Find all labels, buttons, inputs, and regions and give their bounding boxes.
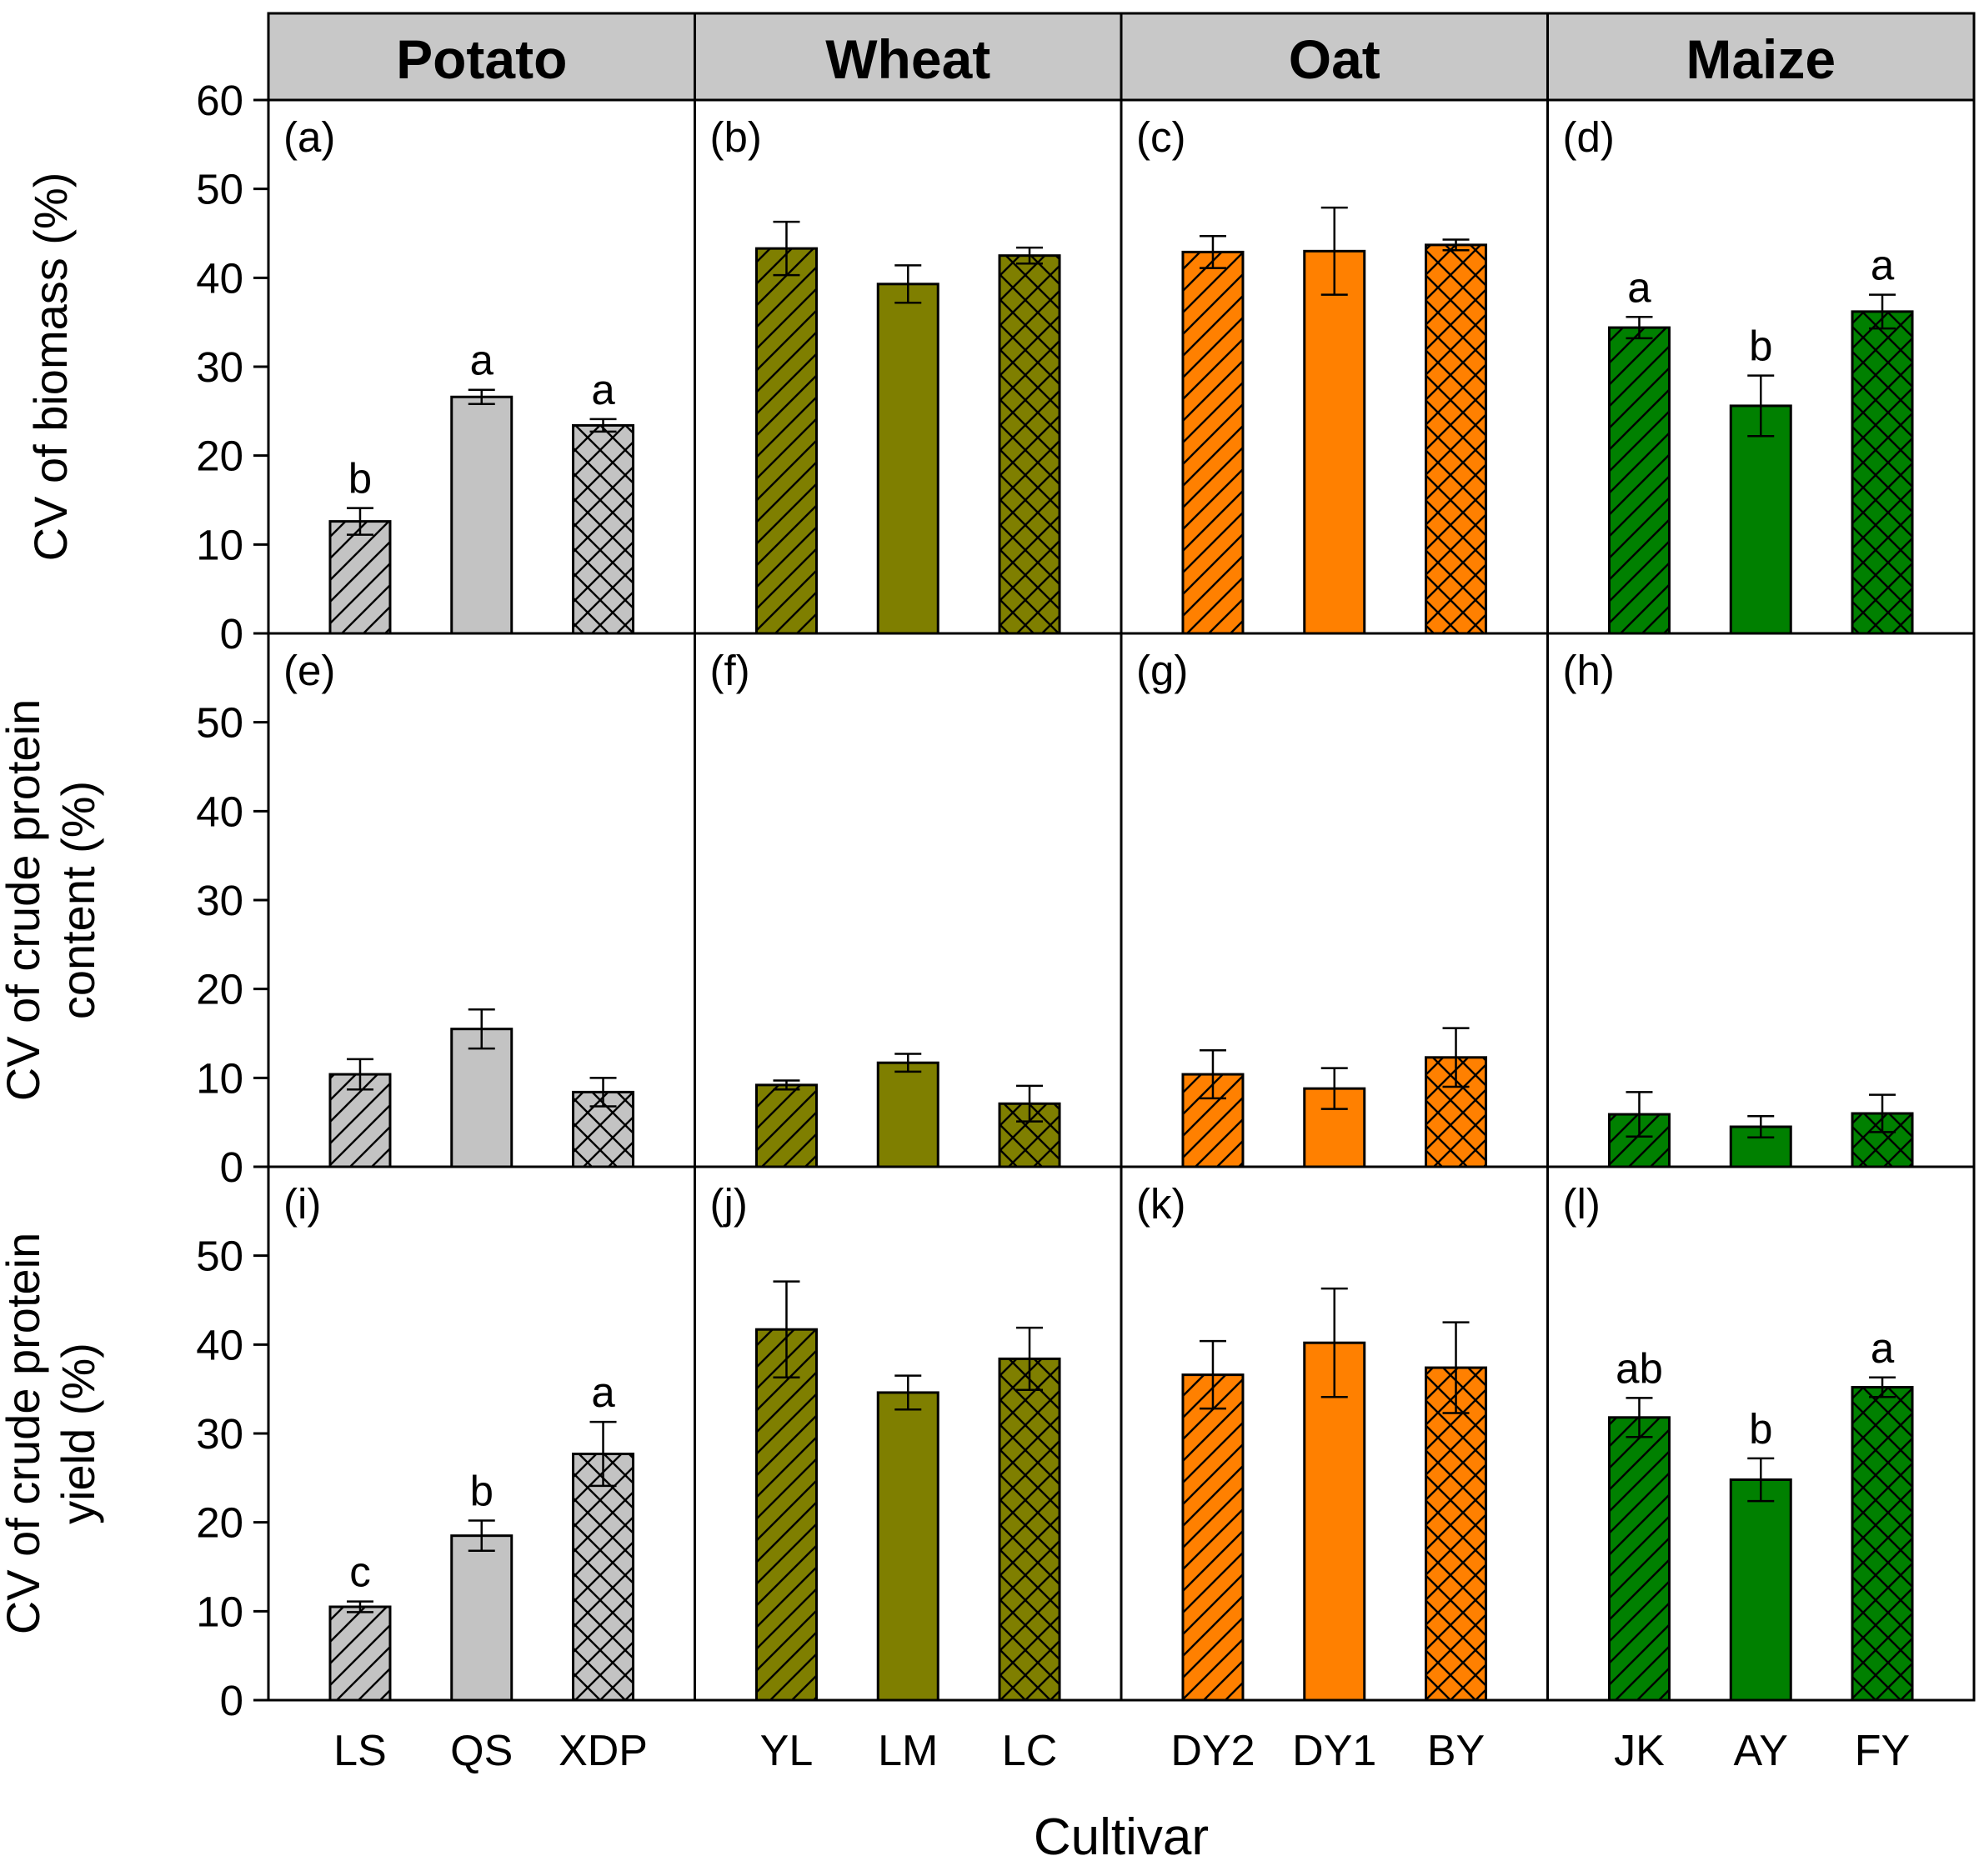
bar-maize-ay	[1729, 1478, 1792, 1702]
y-tick-label: 10	[196, 1054, 243, 1102]
crop-title-oat: Oat	[1289, 28, 1380, 90]
significance-letter: b	[1749, 1405, 1772, 1453]
bar-maize-fy	[1851, 1386, 1914, 1702]
y-axis-title: CV of biomass (%)	[24, 173, 77, 562]
bar-oat-dy1	[1303, 1341, 1366, 1702]
bar-potato-qs	[450, 395, 514, 635]
panel-letter: (l)	[1563, 1180, 1601, 1228]
y-tick-label: 50	[196, 1233, 243, 1280]
x-tick-label-xdp: XDP	[559, 1727, 648, 1775]
bar-oat-by	[1425, 1366, 1488, 1702]
y-tick-label: 40	[196, 254, 243, 302]
bar-wheat-yl	[754, 1083, 818, 1168]
y-tick-label: 20	[196, 433, 243, 480]
significance-letter: a	[470, 337, 494, 384]
bar-oat-by	[1425, 243, 1488, 635]
significance-letter: a	[591, 366, 615, 413]
x-tick-label-jk: JK	[1614, 1727, 1665, 1775]
x-tick-label-lm: LM	[878, 1727, 938, 1775]
y-tick-label: 40	[196, 788, 243, 835]
significance-letter: b	[1749, 323, 1772, 370]
panel-letter: (b)	[710, 113, 762, 161]
bar-wheat-yl	[754, 1328, 818, 1702]
y-tick-label: 40	[196, 1321, 243, 1368]
x-axis-title: Cultivar	[1034, 1808, 1209, 1866]
crop-header-wheat	[694, 12, 1123, 102]
significance-letter: a	[591, 1368, 615, 1416]
panel-letter: (c)	[1136, 113, 1185, 161]
x-tick-label-qs: QS	[450, 1727, 513, 1775]
bar-wheat-lc	[998, 254, 1061, 635]
bar-potato-xdp	[572, 1453, 635, 1702]
panel-letter: (h)	[1563, 647, 1615, 694]
panel-letter: (i)	[283, 1180, 321, 1228]
bar-oat-dy2	[1181, 1373, 1245, 1702]
y-axis-title: content (%)	[52, 781, 104, 1019]
y-tick-label: 50	[196, 699, 243, 747]
significance-letter: a	[1627, 263, 1651, 311]
bar-wheat-lm	[876, 1061, 939, 1168]
bar-potato-ls	[328, 520, 392, 635]
x-tick-label-yl: YL	[760, 1727, 814, 1775]
bar-maize-ay	[1729, 404, 1792, 635]
significance-letter: c	[349, 1548, 371, 1596]
y-tick-label: 30	[196, 343, 243, 391]
bar-potato-ls	[328, 1605, 392, 1702]
y-tick-label: 10	[196, 1588, 243, 1635]
bar-wheat-lm	[876, 1391, 939, 1702]
crop-title-potato: Potato	[396, 28, 567, 90]
bar-oat-dy1	[1303, 249, 1366, 635]
significance-letter: b	[470, 1468, 493, 1515]
significance-letter: b	[348, 455, 372, 503]
bar-maize-jk	[1607, 1416, 1671, 1702]
bar-maize-fy	[1851, 310, 1914, 635]
y-tick-label: 10	[196, 521, 243, 568]
crop-title-wheat: Wheat	[825, 28, 990, 90]
x-tick-label-ls: LS	[333, 1727, 387, 1775]
bar-wheat-yl	[754, 247, 818, 635]
x-tick-label-dy1: DY1	[1292, 1727, 1376, 1775]
y-tick-label: 60	[196, 77, 243, 124]
panel-letter: (f)	[710, 647, 750, 694]
significance-letter: ab	[1616, 1344, 1663, 1392]
x-tick-label-by: BY	[1427, 1727, 1485, 1775]
panel-letter: (j)	[710, 1180, 748, 1228]
panel-letter: (d)	[1563, 113, 1615, 161]
bar-maize-jk	[1607, 326, 1671, 635]
panel-frame	[1546, 632, 1976, 1168]
panel-letter: (e)	[283, 647, 335, 694]
y-tick-label: 0	[220, 610, 243, 658]
crop-title-maize: Maize	[1686, 28, 1836, 90]
y-tick-label: 0	[220, 1143, 243, 1191]
y-axis-title: CV of crude protein	[0, 699, 49, 1101]
y-tick-label: 20	[196, 1499, 243, 1547]
significance-letter: a	[1871, 1324, 1895, 1372]
x-tick-label-ay: AY	[1733, 1727, 1788, 1775]
significance-letter: a	[1871, 242, 1895, 289]
crop-header-potato	[267, 12, 696, 102]
bar-potato-xdp	[572, 423, 635, 635]
crop-header-maize	[1546, 12, 1976, 102]
x-tick-label-fy: FY	[1855, 1727, 1910, 1775]
y-axis-title: yield (%)	[52, 1343, 104, 1524]
panel-letter: (g)	[1136, 647, 1188, 694]
x-tick-label-lc: LC	[1002, 1727, 1057, 1775]
bar-potato-qs	[450, 1028, 514, 1168]
bar-potato-qs	[450, 1534, 514, 1702]
y-tick-label: 30	[196, 1410, 243, 1458]
y-tick-label: 20	[196, 966, 243, 1013]
y-tick-label: 50	[196, 166, 243, 213]
x-tick-label-dy2: DY2	[1170, 1727, 1255, 1775]
y-axis-title: CV of crude protein	[0, 1233, 49, 1634]
y-tick-label: 0	[220, 1677, 243, 1724]
panel-letter: (k)	[1136, 1180, 1185, 1228]
bar-wheat-lc	[998, 1357, 1061, 1702]
bar-oat-dy2	[1181, 250, 1245, 635]
panel-letter: (a)	[283, 113, 335, 161]
bar-wheat-lm	[876, 283, 939, 635]
crop-header-oat	[1120, 12, 1549, 102]
y-tick-label: 30	[196, 877, 243, 924]
